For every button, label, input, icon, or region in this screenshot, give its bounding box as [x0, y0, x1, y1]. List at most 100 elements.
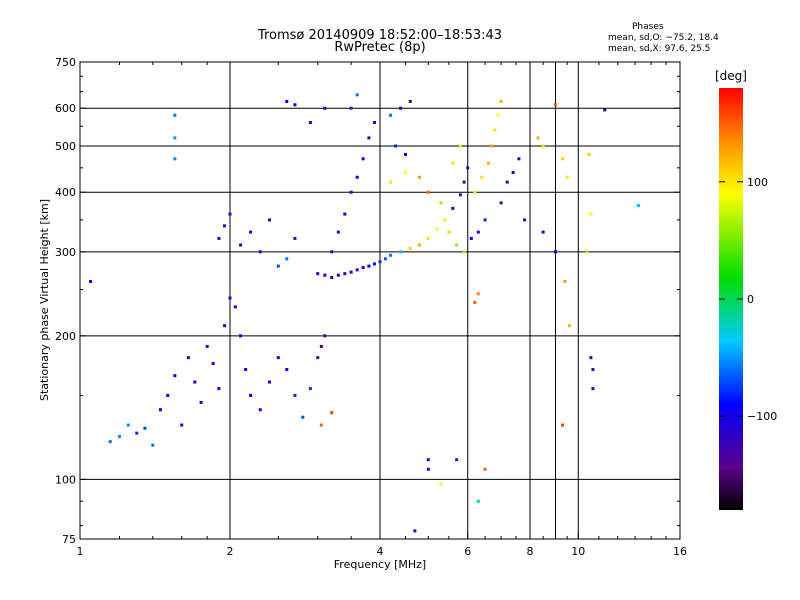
scatter-point — [267, 380, 271, 384]
y-axis: 75 100 200 300 400 500 600 750 — [55, 56, 680, 546]
scatter-point — [455, 458, 459, 462]
scatter-point — [228, 296, 232, 300]
colorbar-tick-label: −100 — [747, 410, 777, 423]
y-tick-label: 400 — [55, 186, 76, 199]
x-axis-label: Frequency [MHz] — [334, 558, 426, 571]
grid-layer — [80, 62, 680, 539]
scatter-point — [567, 324, 571, 328]
scatter-point — [403, 170, 407, 174]
scatter-point — [355, 175, 359, 179]
scatter-point — [493, 128, 497, 132]
scatter-point — [466, 166, 470, 170]
scatter-point — [244, 367, 248, 371]
scatter-point — [108, 440, 112, 444]
scatter-point — [330, 411, 334, 415]
scatter-point — [403, 152, 407, 156]
scatter-point — [173, 113, 177, 117]
x-tick-label: 8 — [527, 545, 534, 558]
scatter-point — [301, 415, 305, 419]
scatter-point — [490, 144, 494, 148]
x-tick-label: 1 — [77, 545, 84, 558]
scatter-point — [361, 266, 365, 270]
scatter-point — [585, 250, 589, 254]
x-axis: 1 2 4 6 8 10 16 — [77, 62, 687, 558]
scatter-point — [480, 175, 484, 179]
y-tick-label: 300 — [55, 246, 76, 259]
scatter-point — [217, 236, 221, 240]
scatter-point — [349, 190, 353, 194]
scatter-point — [330, 276, 334, 280]
scatter-point — [343, 212, 347, 216]
scatter-point — [563, 279, 567, 283]
scatter-point — [193, 380, 197, 384]
scatter-point — [603, 108, 607, 112]
y-tick-label: 500 — [55, 140, 76, 153]
scatter-point — [126, 423, 130, 427]
scatter-point — [476, 499, 480, 503]
scatter-point — [399, 106, 403, 110]
scatter-point — [249, 230, 253, 234]
scatter-point — [536, 136, 540, 140]
scatter-point — [343, 272, 347, 276]
scatter-point — [389, 180, 393, 184]
scatter-point — [373, 262, 377, 266]
scatter-point — [336, 273, 340, 277]
scatter-point — [589, 356, 593, 360]
scatter-point — [293, 393, 297, 397]
phase-stats-o: mean, sd,O: −75.2, 18.4 — [608, 33, 719, 43]
scatter-point — [135, 431, 139, 435]
scatter-point — [517, 157, 521, 161]
scatter-point — [336, 230, 340, 234]
scatter-point — [636, 204, 640, 208]
scatter-point — [239, 334, 243, 338]
scatter-point — [523, 218, 527, 222]
scatter-point — [417, 243, 421, 247]
scatter-point — [319, 423, 323, 427]
scatter-point — [486, 161, 490, 165]
scatter-point — [426, 236, 430, 240]
scatter-point — [426, 458, 430, 462]
scatter-point — [323, 334, 327, 338]
scatter-point — [426, 467, 430, 471]
chart-subtitle: RwPretec (8p) — [334, 40, 426, 55]
scatter-point — [349, 106, 353, 110]
scatter-point — [211, 361, 215, 365]
scatter-point — [143, 426, 147, 430]
scatter-point — [316, 356, 320, 360]
colorbar-unit-label: [deg] — [715, 69, 747, 83]
scatter-point — [217, 387, 221, 391]
y-axis-label: Stationary phase Virtual Height [km] — [38, 199, 51, 401]
scatter-point — [285, 99, 289, 103]
scatter-point — [473, 190, 477, 194]
scatter-point — [462, 250, 466, 254]
scatter-point — [553, 103, 557, 107]
x-tick-label: 16 — [673, 545, 687, 558]
chart-title: Tromsø 20140909 18:52:00–18:53:43 — [257, 28, 503, 43]
scatter-point — [308, 387, 312, 391]
colorbar-tick-label: 0 — [747, 293, 754, 306]
scatter-point — [173, 136, 177, 140]
scatter-point — [180, 423, 184, 427]
scatter-point — [462, 180, 466, 184]
scatter-point — [483, 467, 487, 471]
scatter-point — [223, 324, 227, 328]
scatter-point — [276, 356, 280, 360]
scatter-point — [89, 279, 93, 283]
scatter-point — [367, 264, 371, 268]
scatter-point — [447, 230, 451, 234]
scatter-point — [316, 272, 320, 276]
scatter-point — [173, 374, 177, 378]
scatter-point — [199, 400, 203, 404]
scatter-point — [451, 206, 455, 210]
scatter-point — [561, 157, 565, 161]
scatter-point — [228, 212, 232, 216]
scatter-point — [166, 393, 170, 397]
scatter-point — [267, 218, 271, 222]
scatter-point — [355, 93, 359, 97]
scatter-point — [233, 305, 237, 309]
scatter-point — [293, 103, 297, 107]
scatter-point — [408, 246, 412, 250]
phase-stats-heading: Phases — [632, 22, 664, 32]
scatter-point — [499, 201, 503, 205]
